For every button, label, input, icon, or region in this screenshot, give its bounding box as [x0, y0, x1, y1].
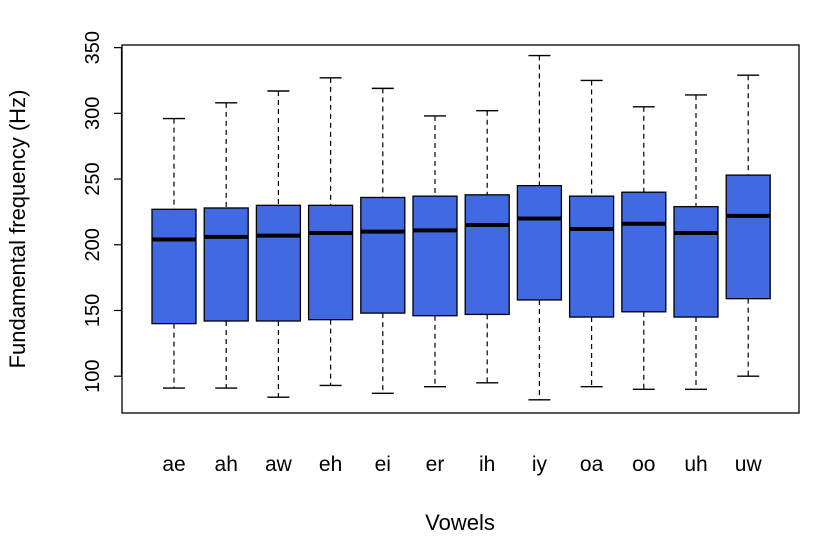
box-uw [725, 74, 771, 377]
box-oa [568, 79, 615, 388]
iqr-box [412, 195, 458, 317]
x-tick-label: uh [684, 453, 707, 476]
y-axis-label: Fundamental frequency (Hz) [5, 90, 30, 369]
iqr-box [307, 204, 354, 321]
iqr-box [360, 196, 406, 314]
iqr-box [516, 184, 563, 301]
x-tick-label: ih [479, 453, 495, 476]
box-iy [516, 54, 563, 401]
iqr-box [151, 208, 197, 325]
iqr-box [255, 204, 302, 322]
box-ei [360, 87, 406, 394]
box-er [412, 115, 458, 388]
y-tick-label: 300 [82, 97, 104, 130]
iqr-box [621, 191, 667, 313]
iqr-box [725, 174, 771, 300]
x-tick-label: iy [532, 453, 548, 476]
x-tick-label: ei [375, 453, 391, 476]
iqr-box [568, 195, 615, 318]
y-tick-label: 100 [82, 360, 104, 393]
y-axis: 100 150 200 250 300 350 [82, 31, 123, 393]
x-tick-label: ah [215, 453, 238, 476]
x-tick-label: uw [735, 453, 763, 476]
iqr-box [203, 207, 249, 322]
iqr-box [464, 194, 510, 316]
x-axis-label: Vowels [425, 510, 495, 535]
x-axis-tick-labels: ae ah aw eh ei er ih iy oa oo uh uw [162, 453, 762, 476]
y-tick-label: 250 [82, 162, 104, 195]
iqr-box [673, 206, 719, 318]
y-tick-label: 200 [82, 228, 104, 261]
box-eh [307, 77, 354, 387]
x-tick-label: eh [319, 453, 342, 476]
box-ae [151, 117, 197, 389]
box-ah [203, 102, 249, 389]
x-tick-label: er [426, 453, 445, 476]
y-tick-label: 150 [82, 294, 104, 327]
y-tick-label: 350 [82, 31, 104, 64]
box-uh [673, 94, 719, 391]
x-tick-label: aw [265, 453, 293, 476]
box-oo [621, 106, 667, 391]
box-ih [464, 110, 510, 384]
x-tick-label: ae [162, 453, 185, 476]
box-series [151, 54, 771, 401]
box-aw [255, 90, 302, 398]
x-tick-label: oo [632, 453, 655, 476]
x-tick-label: oa [580, 453, 604, 476]
